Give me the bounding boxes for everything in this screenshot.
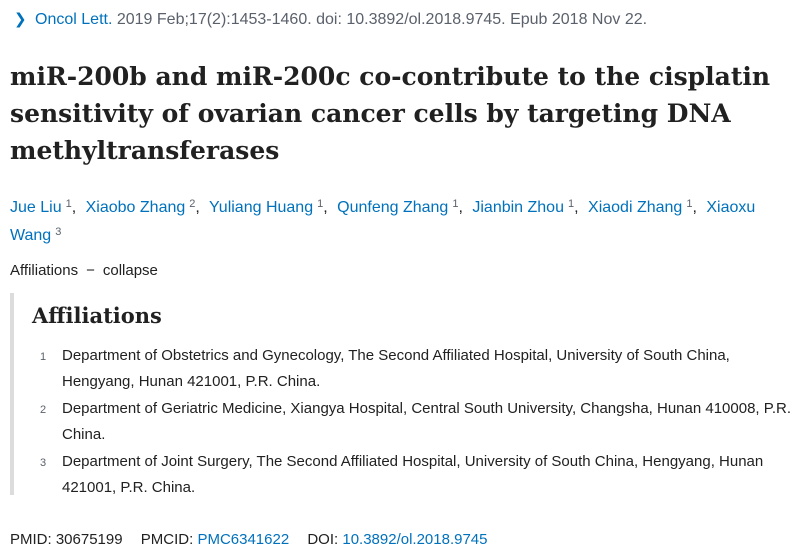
author-name[interactable]: Qunfeng Zhang — [337, 199, 449, 216]
pmid-value: 30675199 — [55, 531, 123, 548]
author-separator: , — [195, 199, 200, 216]
article-identifiers: PMID: 30675199 PMCID: PMC6341622 DOI: 10… — [10, 531, 488, 548]
doi-label: DOI: — [307, 531, 339, 548]
article-title: miR-200b and miR-200c co-contribute to t… — [10, 62, 771, 165]
author-name[interactable]: Jue Liu — [10, 199, 62, 216]
author-link[interactable]: Yuliang Huang 1 — [209, 198, 324, 216]
pmcid-label: PMCID: — [140, 531, 194, 548]
author-name[interactable]: Jianbin Zhou — [472, 199, 564, 216]
author-affiliation-number[interactable]: 1 — [317, 198, 324, 210]
affiliation-number: 3 — [40, 457, 47, 469]
author-name[interactable]: Xiaodi Zhang — [588, 199, 683, 216]
author-name[interactable]: Xiaobo Zhang — [85, 199, 186, 216]
affiliations-list: 1 Department of Obstetrics and Gynecolog… — [36, 343, 791, 502]
author-link[interactable]: Xiaodi Zhang 1 — [588, 198, 693, 216]
affiliation-text: Department of Joint Surgery, The Second … — [62, 453, 764, 496]
author-separator: , — [692, 199, 697, 216]
author-link[interactable]: Jianbin Zhou 1 — [472, 198, 575, 216]
journal-link[interactable]: Oncol Lett. — [35, 11, 113, 28]
author-affiliation-number[interactable]: 1 — [686, 198, 693, 210]
affiliation-text: Department of Geriatric Medicine, Xiangy… — [62, 400, 791, 443]
affiliation-item: 1 Department of Obstetrics and Gynecolog… — [36, 343, 791, 395]
affiliation-item: 3 Department of Joint Surgery, The Secon… — [36, 449, 791, 501]
affiliations-toggle-label[interactable]: Affiliations — [10, 262, 79, 279]
author-affiliation-number[interactable]: 1 — [65, 198, 72, 210]
pmcid-link[interactable]: PMC6341622 — [197, 531, 290, 548]
author-name[interactable]: Yuliang Huang — [209, 199, 314, 216]
author-affiliation-number[interactable]: 2 — [189, 198, 196, 210]
author-separator: , — [71, 199, 77, 216]
author-link[interactable]: Xiaoxu Wang 3 — [10, 199, 755, 244]
author-affiliation-number[interactable]: 1 — [567, 198, 575, 210]
author-link[interactable]: Jue Liu 1 — [10, 198, 72, 216]
chevron-right-icon[interactable]: ❯ — [14, 11, 27, 28]
author-affiliation-number[interactable]: 1 — [452, 198, 459, 210]
affiliation-number: 1 — [40, 351, 47, 363]
affiliations-heading: Affiliations — [32, 303, 162, 328]
citation-details: 2019 Feb;17(2):1453-1460. doi: 10.3892/o… — [116, 11, 648, 28]
author-list: Jue Liu 1, Xiaobo Zhang 2, Yuliang Huang 1,… — [10, 192, 790, 248]
affiliations-toggle-action[interactable]: collapse — [102, 262, 158, 279]
collapse-dash-icon[interactable]: − — [86, 262, 95, 279]
affiliation-text: Department of Obstetrics and Gynecology,… — [62, 347, 730, 390]
author-separator: , — [323, 199, 328, 216]
author-affiliation-number[interactable]: 3 — [55, 226, 62, 238]
author-separator: , — [574, 199, 579, 216]
pmid-label: PMID: — [10, 531, 52, 548]
affiliation-number: 2 — [40, 404, 47, 416]
doi-link[interactable]: 10.3892/ol.2018.9745 — [342, 531, 488, 548]
author-separator: , — [458, 199, 463, 216]
affiliations-toggle[interactable]: Affiliations − collapse — [10, 262, 158, 279]
affiliation-item: 2 Department of Geriatric Medicine, Xian… — [36, 396, 791, 448]
affiliations-panel: Affiliations 1 Department of Obstetrics … — [10, 293, 794, 496]
author-name[interactable]: Xiaoxu Wang — [10, 199, 756, 244]
citation-line: ❯ Oncol Lett. 2019 Feb;17(2):1453-1460. … — [14, 10, 647, 29]
author-link[interactable]: Xiaobo Zhang 2 — [85, 198, 196, 216]
author-link[interactable]: Qunfeng Zhang 1 — [337, 198, 459, 216]
